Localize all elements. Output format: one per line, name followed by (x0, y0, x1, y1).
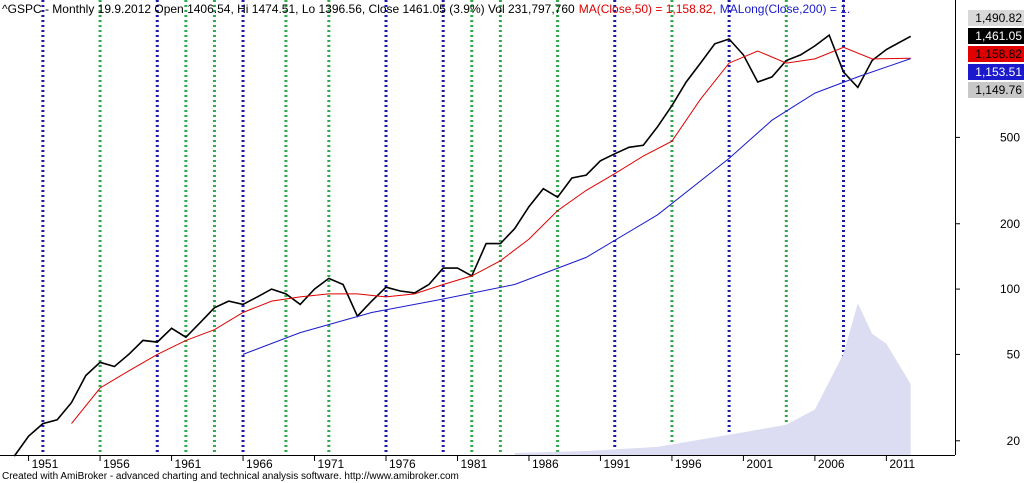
x-tick-label: 1981 (460, 457, 487, 471)
price-label: 1,149.76 (975, 83, 1022, 97)
price-box (968, 46, 1024, 62)
x-tick-label: 1951 (32, 457, 59, 471)
plot (13, 0, 912, 457)
y-tick-label: 500 (1000, 130, 1020, 144)
y-tick-label: 20 (1007, 434, 1021, 448)
price-label: 1,153.51 (975, 65, 1022, 79)
price-label: 1,490.82 (975, 11, 1022, 25)
y-tick-label: 200 (1000, 217, 1020, 231)
x-tick-label: 1971 (318, 457, 345, 471)
series-line (13, 33, 912, 457)
title-part: MA(Close,50) = 1,158.82, (579, 2, 716, 16)
x-tick-label: 2001 (746, 457, 773, 471)
price-box (968, 64, 1024, 80)
footer: Created with AmiBroker - advanced charti… (2, 471, 459, 482)
x-tick-label: 1966 (246, 457, 273, 471)
volume-area (514, 303, 911, 455)
price-label: 1,461.05 (975, 29, 1022, 43)
price-box (968, 10, 1024, 26)
x-tick-label: 1956 (103, 457, 130, 471)
price-box (968, 28, 1024, 44)
title-main: ^GSPC - Monthly 19.9.2012 Open 1406.54, … (2, 2, 575, 16)
series-line (242, 58, 911, 355)
x-tick-label: 1991 (603, 457, 630, 471)
chart-title: ^GSPC - Monthly 19.9.2012 Open 1406.54, … (2, 2, 850, 16)
price-label: 1,158.82 (975, 47, 1022, 61)
x-tick-label: 1961 (175, 457, 202, 471)
y-tick-label: 100 (1000, 282, 1020, 296)
x-tick-label: 1986 (532, 457, 559, 471)
title-part: MALong(Close,200) = 1. (720, 2, 850, 16)
series-line (71, 46, 911, 424)
x-tick-label: 1996 (675, 457, 702, 471)
x-tick-label: 2011 (889, 457, 915, 471)
x-tick-label: 1976 (389, 457, 416, 471)
x-tick-label: 2006 (818, 457, 845, 471)
price-box (968, 82, 1024, 98)
y-tick-label: 50 (1007, 347, 1021, 361)
